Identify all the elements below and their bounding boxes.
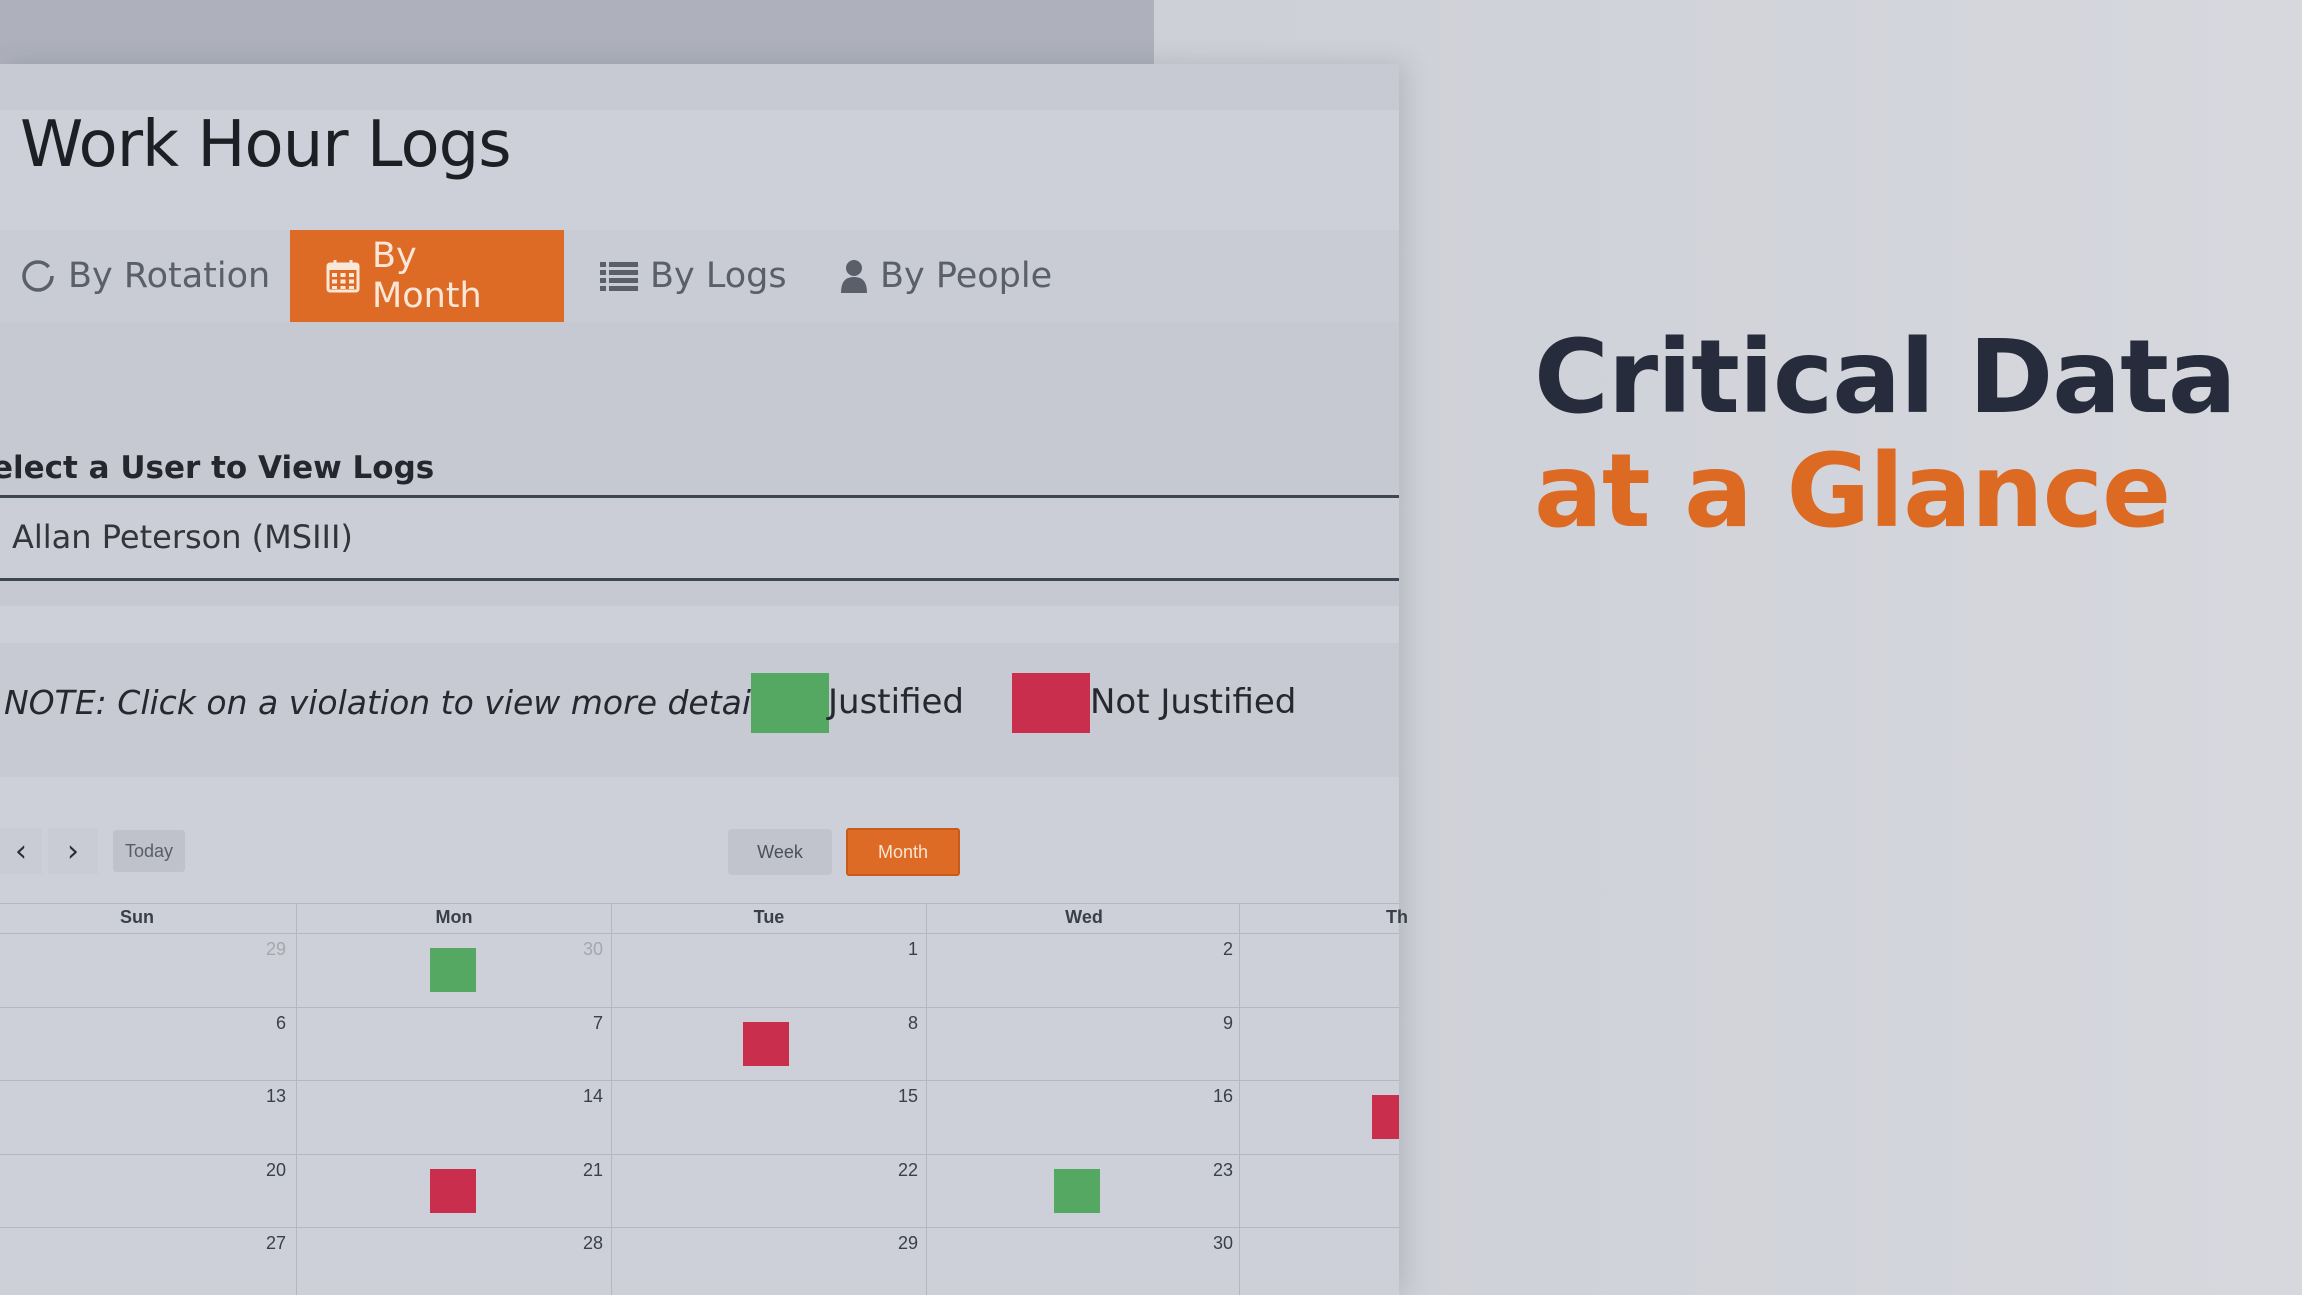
user-select-field[interactable]: [0, 495, 1399, 581]
not-justified-label: Not Justified: [1090, 682, 1297, 722]
day-number[interactable]: 29: [897, 1233, 918, 1253]
calendar-icon: [326, 259, 360, 293]
justified-violation-marker[interactable]: [1054, 1168, 1100, 1213]
day-number[interactable]: 7: [592, 1012, 603, 1033]
calendar-column-divider: [1239, 903, 1240, 1295]
tabs-bar: By Rotation By Month: [0, 230, 1399, 322]
justified-violation-marker[interactable]: [430, 948, 476, 992]
calendar-column-divider: [296, 903, 297, 1295]
day-number[interactable]: 13: [265, 1086, 286, 1106]
day-number[interactable]: 1: [907, 939, 918, 959]
week-view-button[interactable]: Week: [728, 829, 832, 875]
day-number[interactable]: 30: [582, 939, 603, 959]
not-justified-violation-marker[interactable]: [743, 1021, 789, 1066]
not-justified-violation-marker[interactable]: [430, 1168, 476, 1213]
not-justified-swatch: [1012, 673, 1090, 733]
justified-swatch: [751, 673, 829, 733]
list-icon: [600, 261, 638, 291]
tab-by-month[interactable]: By Month: [290, 230, 564, 322]
day-number[interactable]: 9: [1222, 1012, 1233, 1033]
day-number[interactable]: 22: [897, 1159, 918, 1180]
day-number[interactable]: 28: [582, 1233, 603, 1253]
calendar-column-divider: [926, 903, 927, 1295]
calendar-row-divider: [0, 1227, 1399, 1228]
calendar-row-divider: [0, 903, 1399, 904]
panel-top-strip: [0, 64, 1399, 110]
day-number[interactable]: 2: [1222, 939, 1233, 959]
tab-label: By Logs: [650, 256, 787, 296]
calendar-row-divider: [0, 1006, 1399, 1008]
user-select-value[interactable]: Allan Peterson (MSIII): [12, 518, 353, 556]
hero-subheadline: at a Glance: [1534, 432, 2171, 551]
today-button[interactable]: Today: [113, 830, 185, 872]
tab-label: By Month: [372, 236, 482, 316]
violation-note: NOTE: Click on a violation to view more …: [4, 683, 778, 722]
day-number[interactable]: 29: [265, 939, 286, 959]
background-window-bar: [0, 0, 1154, 64]
calendar-column-divider: [611, 903, 612, 1295]
user-icon: [840, 259, 868, 293]
prev-month-button[interactable]: ‹: [0, 828, 42, 874]
calendar-row-divider: [0, 1153, 1399, 1155]
day-number[interactable]: 15: [897, 1086, 918, 1106]
day-header-tue: Tue: [753, 907, 785, 927]
day-header-mon: Mon: [435, 907, 473, 927]
tab-label: By Rotation: [68, 256, 271, 296]
day-number[interactable]: 21: [582, 1159, 603, 1180]
day-header-th: Th: [1386, 907, 1408, 927]
calendar-row-divider: [0, 1080, 1399, 1081]
day-number[interactable]: 20: [265, 1159, 286, 1180]
tab-by-logs[interactable]: By Logs: [600, 230, 787, 322]
day-number[interactable]: 16: [1212, 1086, 1233, 1106]
justified-label: Justified: [828, 682, 964, 722]
hero-headline: Critical Data: [1534, 318, 2237, 437]
day-number[interactable]: 23: [1212, 1159, 1233, 1180]
month-view-button[interactable]: Month: [846, 828, 960, 876]
spinner-icon: [20, 258, 56, 294]
day-number[interactable]: 27: [265, 1233, 286, 1253]
tab-by-people[interactable]: By People: [840, 230, 1052, 322]
calendar-header-divider: [0, 933, 1399, 934]
next-month-button[interactable]: ›: [48, 828, 98, 874]
legend-bar: [0, 643, 1399, 777]
day-header-sun: Sun: [120, 907, 154, 927]
day-number[interactable]: 30: [1212, 1233, 1233, 1253]
day-header-wed: Wed: [1065, 907, 1103, 927]
page-title: Work Hour Logs: [20, 108, 512, 182]
day-number[interactable]: 8: [907, 1012, 918, 1033]
not-justified-violation-marker[interactable]: [1372, 1095, 1399, 1139]
day-number[interactable]: 6: [275, 1012, 286, 1033]
tab-by-rotation[interactable]: By Rotation: [20, 230, 270, 322]
user-select-label: elect a User to View Logs: [0, 450, 435, 486]
tab-label: By People: [880, 256, 1053, 296]
day-number[interactable]: 14: [582, 1086, 603, 1106]
